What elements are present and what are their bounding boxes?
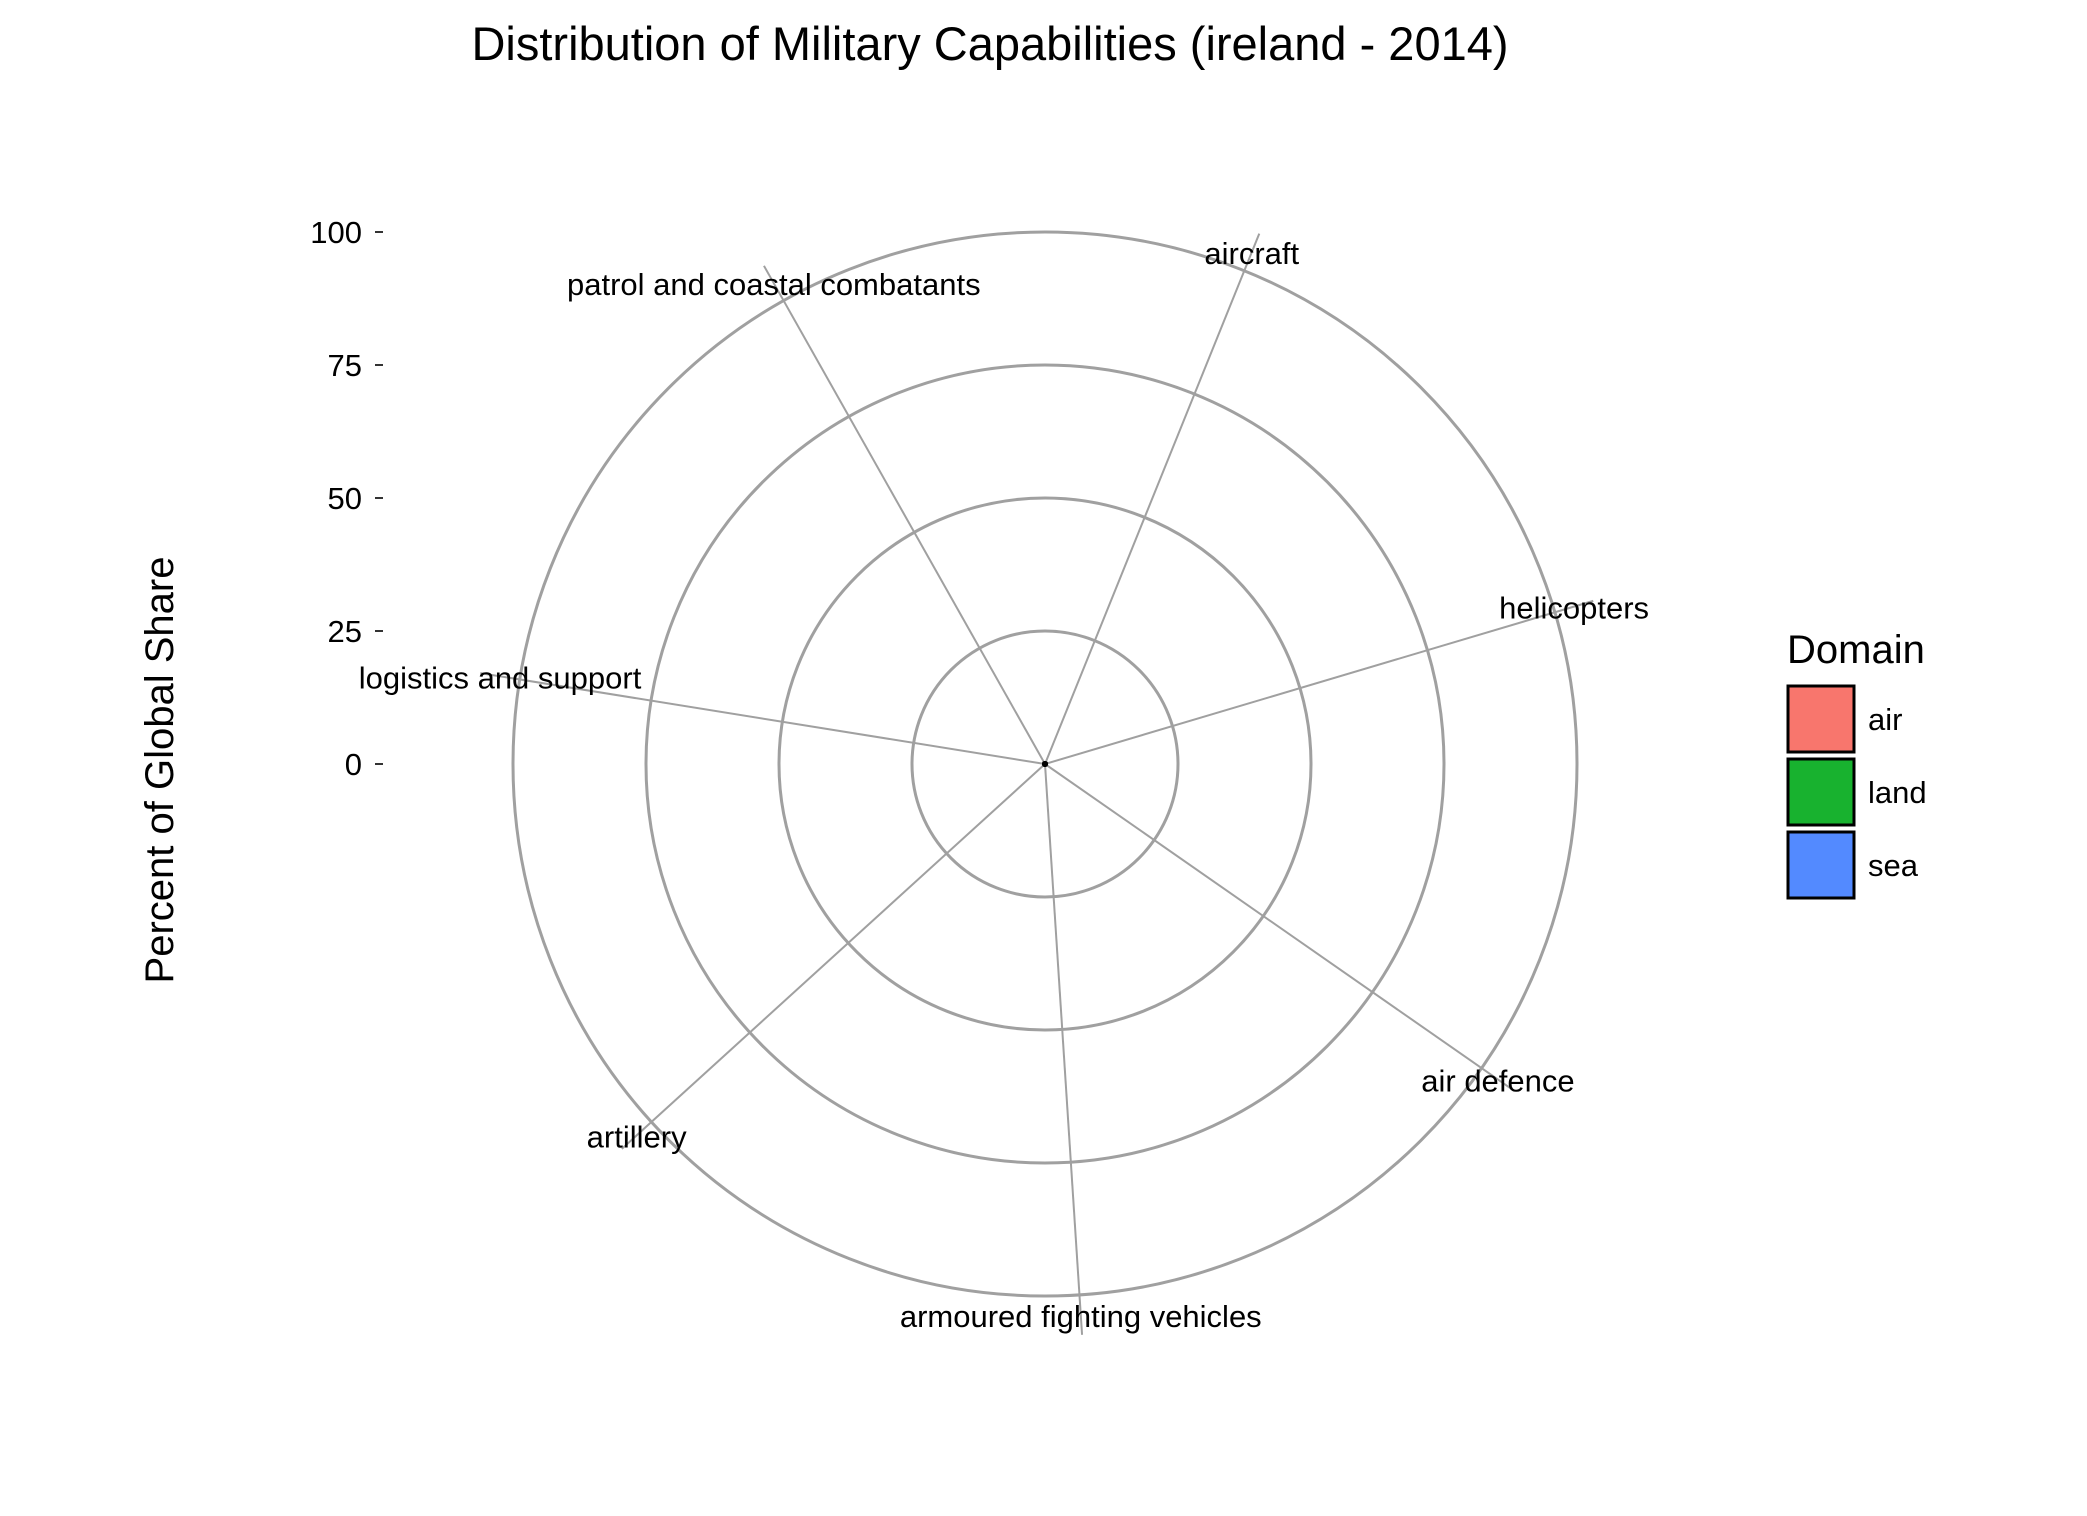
y-tick-label-100: 100	[310, 215, 362, 250]
y-tick-label-0: 0	[345, 747, 362, 782]
category-label-helicopters: helicopters	[1499, 591, 1649, 626]
legend-key-sea	[1786, 830, 1856, 900]
legend-key-land	[1786, 757, 1856, 827]
spoke-logistics-and-support	[480, 672, 1046, 765]
legend-label-air: air	[1868, 702, 1902, 737]
legend: Domain air land sea	[1786, 628, 1927, 900]
spoke-artillery	[621, 763, 1046, 1150]
grid-ring-25	[910, 629, 1180, 899]
y-tick-label-50: 50	[328, 481, 362, 516]
spoke-aircraft	[1044, 233, 1261, 765]
spoke-patrol-and-coastal-combatants	[763, 265, 1046, 765]
legend-label-land: land	[1868, 775, 1927, 810]
legend-key-air	[1786, 684, 1856, 754]
grid-ring-75	[644, 363, 1446, 1165]
legend-label-sea: sea	[1868, 848, 1919, 883]
category-labels: aircraft helicopters air defence armoured f…	[359, 236, 1649, 1334]
grid-ring-50	[777, 496, 1313, 1032]
y-axis-title: Percent of Global Share	[138, 557, 182, 984]
legend-title: Domain	[1787, 628, 1925, 672]
spoke-helicopters	[1044, 599, 1594, 765]
grid-spokes	[480, 233, 1594, 1335]
spoke-armoured-fighting-vehicles	[1044, 763, 1084, 1335]
category-label-logistics-and-support: logistics and support	[359, 660, 642, 695]
data-point-patrol-and-coastal-combatants	[1042, 761, 1048, 767]
grid-rings	[511, 230, 1579, 1298]
category-label-aircraft: aircraft	[1204, 236, 1299, 271]
y-tick-label-25: 25	[328, 614, 362, 649]
y-tick-label-75: 75	[328, 348, 362, 383]
y-axis-ticks: 0 25 50 75 100	[310, 215, 383, 782]
grid-ring-100	[511, 230, 1579, 1298]
chart-title: Distribution of Military Capabilities (i…	[471, 17, 1508, 70]
category-label-patrol-and-coastal-combatants: patrol and coastal combatants	[567, 267, 981, 302]
category-label-air-defence: air defence	[1421, 1063, 1574, 1098]
data-marks	[1042, 761, 1048, 767]
category-label-armoured-fighting-vehicles: armoured fighting vehicles	[900, 1299, 1262, 1334]
category-label-artillery: artillery	[587, 1119, 687, 1154]
spoke-air-defence	[1044, 763, 1515, 1092]
